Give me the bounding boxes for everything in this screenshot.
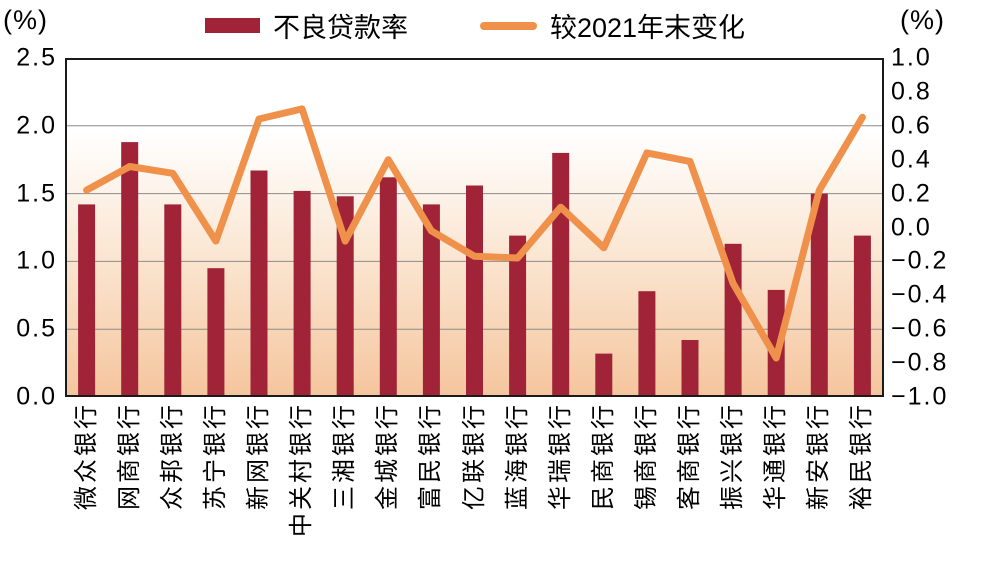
npl-bar [767,289,785,397]
x-axis-label: 网商银行 [115,402,143,510]
npl-bar [164,204,182,397]
x-axis-label: 裕民银行 [848,402,876,510]
x-axis-label: 三湘银行 [331,402,359,510]
x-axis-label: 众邦银行 [158,402,186,510]
x-axis-label: 华通银行 [762,402,790,510]
plot-svg [65,58,884,397]
npl-bar [293,190,311,397]
x-axis-label: 富民银行 [417,402,445,510]
line-swatch-icon [479,21,537,30]
x-axis-label: 中关村银行 [288,402,316,537]
x-axis-label: 振兴银行 [719,402,747,510]
x-axis-label: 新安银行 [805,402,833,510]
x-axis-label: 金城银行 [374,402,402,510]
right-axis-tick: −0.4 [891,280,949,309]
plot-area [65,58,884,397]
legend-label-change: 较2021年末变化 [549,13,746,43]
legend: 不良贷款率 较2021年末变化 [65,6,885,45]
bar-swatch-icon [204,18,260,33]
left-axis-unit: (%) [3,5,48,35]
change-line [83,105,866,362]
right-axis-tick: 0.4 [891,145,932,174]
x-axis-label: 蓝海银行 [503,402,531,510]
npl-bar [595,353,613,397]
npl-bar [466,185,483,397]
npl-bar [853,235,871,397]
x-axis-label: 新网银行 [244,402,272,510]
right-axis-tick: −0.6 [891,314,949,343]
plot-border [65,58,884,397]
x-axis-label: 民商银行 [589,402,617,510]
right-axis-tick: 1.0 [891,43,932,72]
npl-bar [121,142,139,397]
right-axis-tick: 0.6 [891,111,932,140]
left-axis-tick: 1.0 [16,246,57,275]
npl-bar [422,204,440,397]
npl-bar [207,268,225,397]
left-axis-tick: 2.5 [16,43,57,72]
x-axis-label: 客商银行 [676,402,704,510]
npl-bar [810,193,828,397]
left-axis-tick: 1.5 [16,179,57,208]
left-axis-tick: 0.5 [16,314,57,343]
right-axis-tick: −1.0 [891,382,949,411]
x-axis-label: 微众银行 [72,402,100,510]
npl-bar [681,340,699,397]
left-axis-tick: 2.0 [16,111,57,140]
legend-item-npl: 不良贷款率 [204,6,408,45]
npl-bar [336,196,354,397]
npl-bar [724,243,742,397]
legend-item-change: 较2021年末变化 [479,6,746,45]
right-axis-tick: 0.0 [891,213,932,241]
right-axis-tick: −0.8 [891,348,949,377]
right-axis-tick: 0.2 [891,179,932,208]
npl-bar [509,235,527,397]
right-axis-tick: 0.8 [891,77,932,106]
npl-bar [78,204,96,397]
x-axis-label: 苏宁银行 [201,402,229,510]
right-axis-unit: (%) [900,5,945,35]
left-axis-tick: 0.0 [16,382,57,411]
npl-bar [552,152,570,397]
npl-bar [638,291,656,397]
x-axis-label: 亿联银行 [460,402,488,510]
x-axis-label: 华瑞银行 [546,402,574,510]
npl-bar [250,170,268,397]
npl-bar [379,177,397,397]
right-axis-tick: −0.2 [891,246,949,275]
legend-label-npl: 不良贷款率 [272,13,408,43]
x-axis-label: 锡商银行 [632,402,660,510]
